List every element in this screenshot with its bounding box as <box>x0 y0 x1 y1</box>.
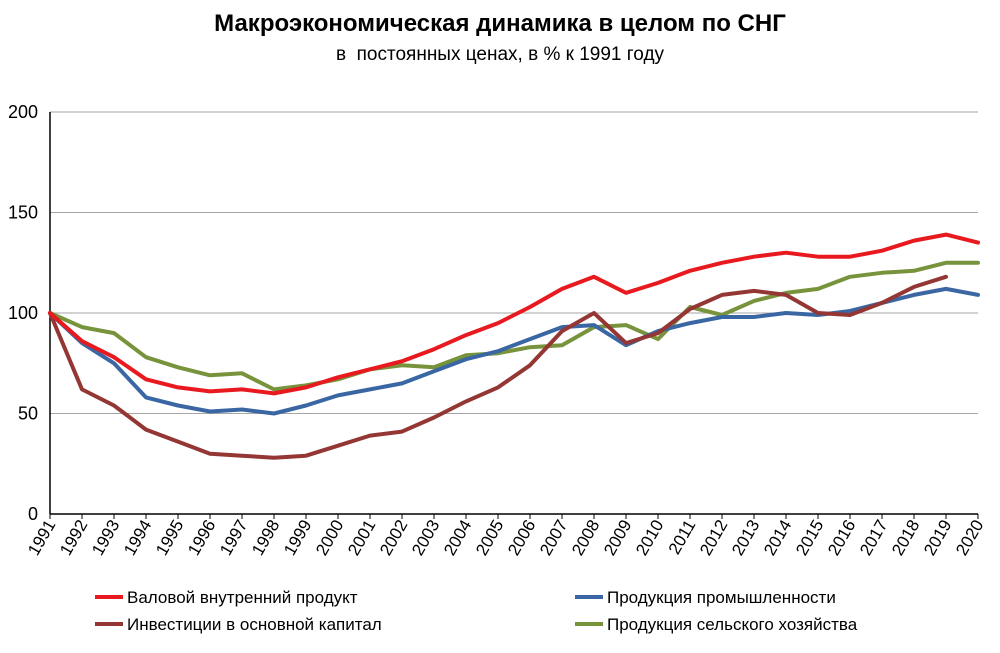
y-tick-label: 200 <box>8 102 38 122</box>
x-tick-label: 2014 <box>760 517 795 559</box>
x-tick-label: 2006 <box>504 517 539 559</box>
chart-subtitle: в постоянных ценах, в % к 1991 году <box>335 44 665 65</box>
x-tick-label: 2004 <box>440 517 475 559</box>
legend-label: Инвестиции в основной капитал <box>127 615 382 634</box>
series-line-4 <box>48 260 980 392</box>
x-tick-label: 2001 <box>344 517 379 559</box>
legend-label: Продукция сельского хозяйства <box>607 615 858 634</box>
y-tick-label: 100 <box>8 303 38 323</box>
x-tick-label: 2017 <box>856 517 891 559</box>
x-tick-label: 2011 <box>665 517 700 558</box>
chart-title: Макроэкономическая динамика в целом по С… <box>214 10 786 37</box>
y-tick-label: 50 <box>18 404 38 424</box>
x-tick-label: 1992 <box>56 517 91 559</box>
x-tick-label: 1999 <box>280 517 315 559</box>
x-tick-label: 1994 <box>120 517 155 559</box>
x-tick-label: 2010 <box>632 517 667 559</box>
x-tick-label: 1998 <box>248 517 283 559</box>
legend-item: Валовой внутренний продукт <box>95 588 358 607</box>
legend-item: Продукция сельского хозяйства <box>575 615 858 634</box>
x-tick-label: 2007 <box>536 517 571 559</box>
legend-item: Продукция промышленности <box>575 588 836 607</box>
x-tick-label: 2000 <box>312 517 347 559</box>
y-tick-label: 0 <box>28 504 38 524</box>
x-tick-label: 1995 <box>152 517 187 559</box>
series-line-1 <box>48 232 980 396</box>
legend-label: Продукция промышленности <box>607 588 836 607</box>
series-line-2 <box>48 274 948 460</box>
x-tick-label: 2008 <box>568 517 603 559</box>
x-tick-label: 1993 <box>88 517 123 559</box>
x-tick-label: 2020 <box>952 517 987 559</box>
x-tick-label: 1997 <box>216 517 251 559</box>
x-tick-label: 2009 <box>600 517 635 559</box>
x-tick-label: 2016 <box>824 517 859 559</box>
x-tick-label: 2012 <box>696 517 731 559</box>
x-tick-label: 2013 <box>728 517 763 559</box>
legend-item: Инвестиции в основной капитал <box>95 615 382 634</box>
x-tick-label: 2003 <box>408 517 443 559</box>
legend-label: Валовой внутренний продукт <box>127 588 358 607</box>
x-tick-label: 2019 <box>920 517 955 559</box>
x-tick-label: 1996 <box>184 517 219 559</box>
x-tick-label: 2015 <box>792 517 827 559</box>
x-tick-label: 2002 <box>376 517 411 559</box>
x-tick-label: 2018 <box>888 517 923 559</box>
x-tick-label: 2005 <box>472 517 507 559</box>
y-tick-label: 150 <box>8 203 38 223</box>
